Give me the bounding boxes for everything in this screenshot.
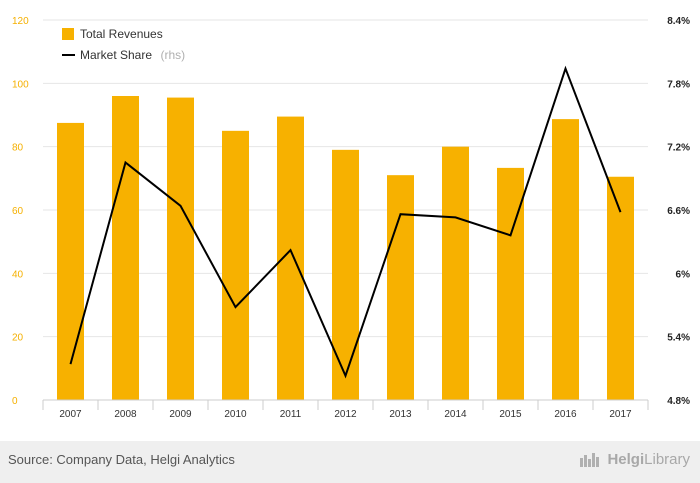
right-axis-ticks: 4.8% 5.4% 6% 6.6% 7.2% 7.8% 8.4% [667,16,690,407]
left-tick-label: 100 [12,79,29,90]
revenue-bar [497,167,524,400]
market-share-line [69,65,622,379]
revenue-bar [442,146,469,400]
revenue-bar [332,149,359,400]
revenue-bar [387,175,414,400]
combo-chart: 0 20 40 60 80 100 120 4.8% 5.4% 6% 6.6% 7.2% 7.8% 8.… [12,16,690,420]
left-tick-label: 120 [12,16,29,27]
x-tick-label: 2008 [114,409,137,420]
legend-label-market-share: Market Share (rhs) [80,46,185,63]
legend: Total Revenues Market Share (rhs) [62,27,185,63]
x-tick-label: 2016 [554,409,577,420]
x-tick-label: 2009 [169,409,192,420]
x-tick-label: 2015 [499,409,522,420]
right-tick-label: 7.8% [667,79,690,90]
source-note: Source: Company Data, Helgi Analytics [8,452,235,467]
left-tick-label: 0 [12,396,18,407]
right-tick-label: 8.4% [667,16,690,27]
revenue-bar [552,119,579,400]
right-tick-label: 5.4% [667,333,690,344]
right-tick-label: 4.8% [667,396,690,407]
x-tick-label: 2012 [334,409,357,420]
right-tick-label: 6% [676,269,691,280]
revenue-bar [277,116,304,400]
right-tick-label: 6.6% [667,206,690,217]
x-tick-label: 2011 [280,409,302,420]
legend-swatch-revenues [62,28,74,40]
left-tick-label: 60 [12,206,24,217]
library-icon [580,453,600,467]
revenue-bar [607,176,634,400]
footer: Source: Company Data, Helgi Analytics He… [0,441,700,483]
revenue-bar [222,130,249,401]
x-tick-label: 2017 [609,409,632,420]
brand-name: HelgiLibrary [607,450,690,468]
x-tick-label: 2007 [59,409,82,420]
legend-label-revenues: Total Revenues [80,27,163,41]
left-tick-label: 40 [12,269,24,280]
left-axis-ticks: 0 20 40 60 80 100 120 [12,16,29,407]
left-tick-label: 20 [12,333,24,344]
brand-logo: HelgiLibrary [579,450,690,468]
revenue-bar [112,96,139,400]
revenue-bar [57,122,84,401]
x-tick-label: 2010 [224,409,247,420]
left-tick-label: 80 [12,143,24,154]
market-share-polyline [69,65,622,379]
revenue-bars [57,96,634,401]
right-tick-label: 7.2% [667,143,690,154]
x-tick-label: 2013 [389,409,412,420]
x-axis: 2007 2008 2009 2010 2011 2012 2013 2014 2015 2016… [42,399,649,420]
revenue-bar [167,97,194,400]
x-tick-label: 2014 [444,409,467,420]
